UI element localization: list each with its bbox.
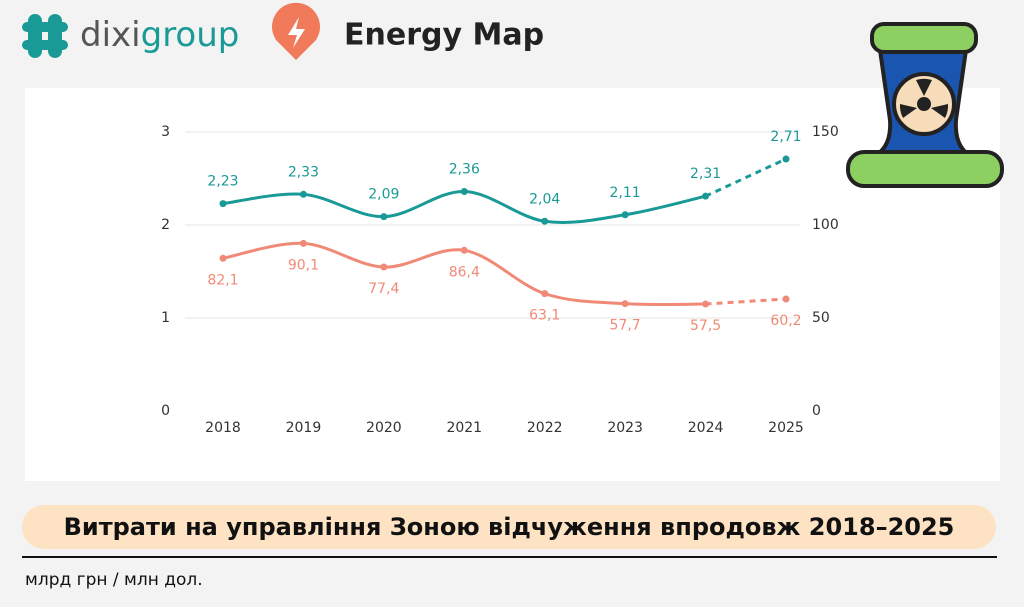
brand-teal: group [141,15,240,55]
data-label: 2,09 [368,187,399,203]
data-label: 2,36 [449,162,480,178]
x-tick-label: 2018 [205,420,241,436]
x-tick-label: 2019 [286,420,322,436]
y2-tick-label: 0 [812,403,821,419]
plot: 0 1 2 3 0 50 100 150 2018 2019 2020 2021 2022 2023 202… [161,124,839,436]
data-point [541,217,549,225]
y2-tick-label: 150 [812,124,839,140]
nuclear-icon [846,22,1004,188]
data-point [541,290,549,298]
data-label: 82,1 [207,272,238,288]
data-label: 2,11 [610,185,641,201]
title-pill [22,505,996,549]
data-label: 63,1 [529,308,560,324]
data-label: 90,1 [288,257,319,273]
y-tick-label: 2 [161,217,170,233]
x-tick-label: 2024 [688,420,724,436]
data-label: 2,31 [690,166,721,182]
y-tick-label: 3 [161,124,170,140]
x-tick-label: 2021 [446,420,482,436]
data-point [702,192,710,200]
series-line-forecast [705,297,787,306]
series-line-forecast [704,157,787,198]
logo-icon [22,14,68,58]
chart-subtitle: млрд грн / млн дол. [25,570,203,590]
chart-panel [25,88,1000,481]
data-point [219,200,227,208]
x-tick-label: 2022 [527,420,563,436]
data-label: 57,5 [690,318,721,334]
y2-tick-label: 100 [812,217,839,233]
brand-dark: dixi [80,15,141,55]
data-point [380,263,388,271]
data-point [782,155,790,163]
data-point [782,295,790,303]
brand: dixigroup [80,15,239,55]
data-label: 2,23 [207,174,238,190]
data-label: 57,7 [610,318,641,334]
energy-map-icon [272,2,321,60]
data-point [621,300,629,308]
data-label: 2,04 [529,191,560,207]
data-point [299,190,307,198]
data-point [380,213,388,221]
y-tick-label: 0 [161,403,170,419]
x-tick-label: 2020 [366,420,402,436]
data-point [460,188,468,196]
data-label: 77,4 [368,281,399,297]
x-tick-label: 2025 [768,420,804,436]
data-label: 2,33 [288,164,319,180]
x-tick-label: 2023 [607,420,643,436]
data-label: 2,71 [770,129,801,145]
data-label: 60,2 [770,313,801,329]
y2-tick-label: 50 [812,310,830,326]
data-point [702,300,710,308]
product-name: Energy Map [344,18,544,53]
data-point [299,239,307,247]
data-label: 86,4 [449,264,480,280]
data-point [621,211,629,219]
data-point [219,254,227,262]
y-tick-label: 1 [161,310,170,326]
chart-title: Витрати на управління Зоною відчуження в… [64,513,955,541]
data-point [460,246,468,254]
